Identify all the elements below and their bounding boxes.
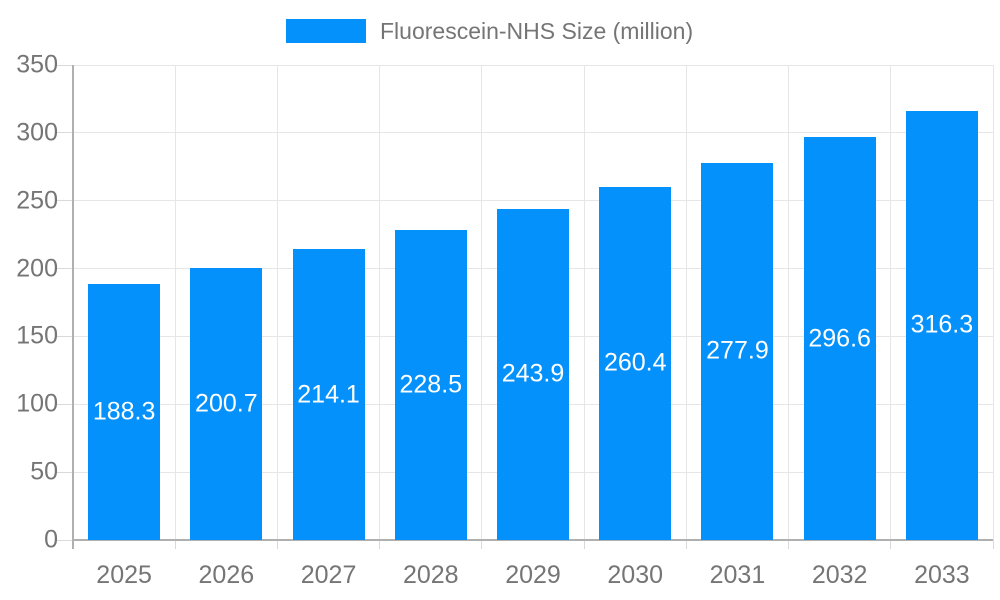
y-axis-label: 50 <box>30 457 58 486</box>
x-axis-label: 2033 <box>914 561 970 589</box>
y-axis-label: 250 <box>16 186 58 215</box>
x-axis-label: 2027 <box>300 561 357 589</box>
legend-item[interactable]: Fluorescein-NHS Size (million) <box>286 19 693 43</box>
x-axis-tick <box>685 540 687 549</box>
bar-2027[interactable] <box>292 249 365 540</box>
y-axis-label: 350 <box>16 50 58 79</box>
bar-2031[interactable] <box>701 162 774 540</box>
y-axis-label: 300 <box>16 118 58 147</box>
gridline-vertical <box>583 65 585 540</box>
x-axis-line <box>73 539 993 541</box>
bar-2028[interactable] <box>394 229 467 540</box>
y-axis-label: 0 <box>44 525 58 554</box>
gridline-horizontal <box>73 64 993 66</box>
y-axis-label: 200 <box>16 254 58 283</box>
gridline-vertical <box>379 65 381 540</box>
bar-2032[interactable] <box>803 137 876 540</box>
x-axis-label: 2029 <box>505 561 561 589</box>
legend-label: Fluorescein-NHS Size (million) <box>380 18 694 44</box>
x-axis-label: 2025 <box>96 561 152 589</box>
y-axis-line <box>72 65 74 549</box>
gridline-vertical <box>685 65 687 540</box>
bar-value-label: 188.3 <box>92 397 156 426</box>
bar-2029[interactable] <box>497 208 569 540</box>
x-axis-tick <box>174 540 176 549</box>
bar-value-label: 200.7 <box>195 389 258 418</box>
bar-2026[interactable] <box>190 267 263 540</box>
y-axis-tick <box>57 335 73 337</box>
bar-value-label: 277.9 <box>706 336 769 365</box>
y-axis-tick <box>57 268 73 270</box>
bar-value-label: 296.6 <box>808 324 871 353</box>
gridline-horizontal <box>73 200 993 202</box>
legend-swatch <box>286 19 366 43</box>
gridline-vertical <box>890 65 892 540</box>
x-axis-tick <box>276 540 278 549</box>
x-axis-tick <box>992 540 994 549</box>
x-axis-label: 2026 <box>198 561 255 589</box>
y-axis-tick <box>57 539 73 541</box>
bar-value-label: 316.3 <box>910 310 974 339</box>
gridline-vertical <box>174 65 176 540</box>
y-axis-tick <box>57 200 73 202</box>
y-axis-label: 100 <box>16 389 58 418</box>
y-axis-tick <box>57 132 73 134</box>
x-axis-label: 2032 <box>811 561 868 589</box>
x-axis-tick <box>481 540 483 549</box>
gridline-vertical <box>788 65 790 540</box>
y-axis-tick <box>57 403 73 405</box>
x-axis-tick <box>379 540 381 549</box>
x-axis-tick <box>583 540 585 549</box>
bar-value-label: 260.4 <box>603 348 667 377</box>
x-axis-label: 2031 <box>709 561 766 589</box>
x-axis-label: 2030 <box>607 561 664 589</box>
bar-value-label: 228.5 <box>399 370 463 399</box>
y-axis-label: 150 <box>16 321 58 350</box>
gridline-vertical <box>481 65 483 540</box>
bar-2025[interactable] <box>88 284 161 540</box>
gridline-horizontal <box>73 132 993 134</box>
gridline-vertical <box>992 65 994 540</box>
bar-2033[interactable] <box>905 110 978 540</box>
bar-2030[interactable] <box>599 186 672 540</box>
x-axis-tick <box>788 540 790 549</box>
gridline-vertical <box>276 65 278 540</box>
bar-value-label: 243.9 <box>501 359 565 388</box>
bar-value-label: 214.1 <box>297 380 360 409</box>
x-axis-label: 2028 <box>402 561 459 589</box>
y-axis-tick <box>57 471 73 473</box>
y-axis-tick <box>57 64 73 66</box>
x-axis-tick <box>890 540 892 549</box>
